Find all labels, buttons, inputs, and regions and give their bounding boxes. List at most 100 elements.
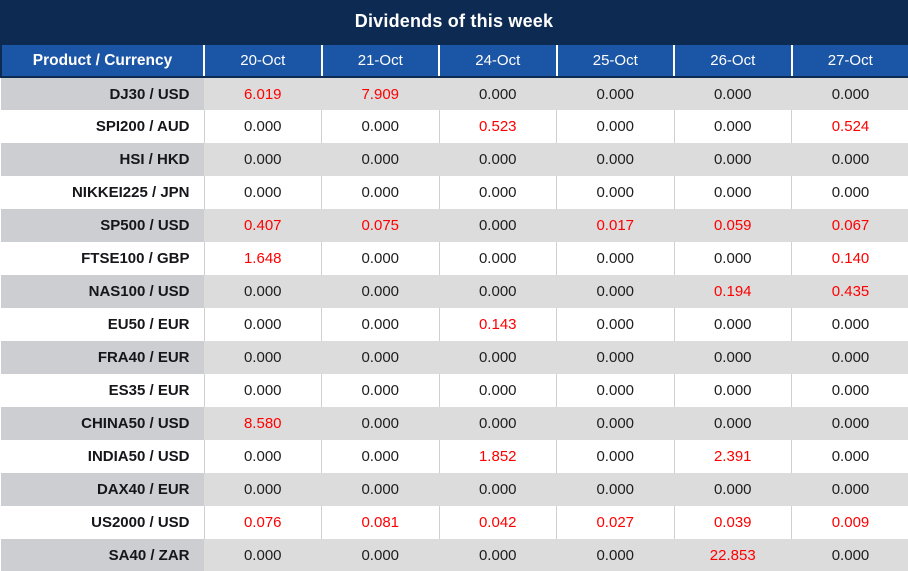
dividend-value-cell: 0.143 [438, 308, 557, 341]
dividend-value-cell: 0.000 [203, 275, 322, 308]
product-cell: FRA40 / EUR [1, 341, 204, 374]
dividend-value-cell: 0.000 [438, 539, 557, 571]
table-row: NIKKEI225 / JPN 0.000 0.000 0.000 0.000 0.000… [1, 176, 908, 209]
page-title: Dividends of this week [0, 0, 908, 43]
dividend-value-cell: 0.000 [203, 341, 322, 374]
dividend-value-cell: 0.000 [203, 374, 322, 407]
table-row: SA40 / ZAR 0.000 0.000 0.000 0.000 22.853 0.00… [1, 539, 908, 571]
product-cell: SPI200 / AUD [1, 110, 204, 143]
table-row: FRA40 / EUR 0.000 0.000 0.000 0.000 0.000 0.00… [1, 341, 908, 374]
dividend-value-cell: 0.000 [321, 341, 439, 374]
dividend-value-cell: 0.000 [556, 473, 674, 506]
dividend-value-cell: 0.524 [791, 110, 908, 143]
dividend-value-cell: 0.000 [438, 473, 557, 506]
dividend-value-cell: 0.000 [556, 77, 674, 110]
dividend-value-cell: 0.000 [438, 341, 557, 374]
dividend-value-cell: 0.000 [321, 407, 439, 440]
product-cell: DAX40 / EUR [1, 473, 204, 506]
dividend-value-cell: 0.000 [556, 242, 674, 275]
dividend-value-cell: 0.000 [321, 539, 439, 571]
product-cell: FTSE100 / GBP [1, 242, 204, 275]
product-currency-header: Product / Currency [0, 43, 204, 78]
dividend-value-cell: 0.000 [791, 374, 908, 407]
table-body: DJ30 / USD 6.019 7.909 0.000 0.000 0.000 0.000… [1, 77, 908, 571]
dividend-value-cell: 8.580 [203, 407, 322, 440]
date-column-header: 25-Oct [555, 43, 674, 78]
dividend-value-cell: 0.000 [673, 407, 792, 440]
dividend-value-cell: 0.000 [321, 308, 439, 341]
dividend-value-cell: 0.000 [791, 473, 908, 506]
dividend-value-cell: 0.140 [791, 242, 908, 275]
dividend-value-cell: 0.000 [321, 374, 439, 407]
product-cell: HSI / HKD [1, 143, 204, 176]
dividend-value-cell: 0.009 [791, 506, 908, 539]
dividend-value-cell: 0.000 [556, 143, 674, 176]
dividend-value-cell: 0.000 [673, 341, 792, 374]
date-column-header: 27-Oct [790, 43, 908, 78]
dividend-value-cell: 0.000 [791, 341, 908, 374]
dividend-value-cell: 0.000 [673, 242, 792, 275]
dividend-value-cell: 0.000 [438, 176, 557, 209]
dividend-value-cell: 0.076 [203, 506, 322, 539]
dividend-value-cell: 0.000 [556, 440, 674, 473]
table-header: Product / Currency 20-Oct 21-Oct 24-Oct 25-O… [0, 43, 908, 78]
dividend-value-cell: 0.000 [203, 143, 322, 176]
table-row: SPI200 / AUD 0.000 0.000 0.523 0.000 0.000 0.5… [1, 110, 908, 143]
dividend-value-cell: 0.000 [791, 440, 908, 473]
dividend-value-cell: 0.067 [791, 209, 908, 242]
table-row: INDIA50 / USD 0.000 0.000 1.852 0.000 2.391 0.… [1, 440, 908, 473]
dividend-value-cell: 0.000 [203, 110, 322, 143]
dividend-value-cell: 1.852 [438, 440, 557, 473]
dividend-value-cell: 0.000 [556, 539, 674, 571]
date-column-header: 20-Oct [203, 43, 322, 78]
dividend-value-cell: 0.000 [791, 176, 908, 209]
dividend-value-cell: 0.000 [438, 209, 557, 242]
dividend-value-cell: 0.000 [438, 407, 557, 440]
dividend-value-cell: 0.059 [673, 209, 792, 242]
product-cell: CHINA50 / USD [1, 407, 204, 440]
dividend-value-cell: 0.000 [438, 143, 557, 176]
dividends-table: Product / Currency 20-Oct 21-Oct 24-Oct 25-O… [0, 43, 908, 571]
product-cell: NIKKEI225 / JPN [1, 176, 204, 209]
dividend-value-cell: 0.407 [203, 209, 322, 242]
product-cell: NAS100 / USD [1, 275, 204, 308]
table-row: DJ30 / USD 6.019 7.909 0.000 0.000 0.000 0.000 [1, 77, 908, 110]
table-row: DAX40 / EUR 0.000 0.000 0.000 0.000 0.000 0.00… [1, 473, 908, 506]
dividend-value-cell: 0.000 [556, 407, 674, 440]
dividend-value-cell: 22.853 [673, 539, 792, 571]
product-cell: SA40 / ZAR [1, 539, 204, 571]
dividend-value-cell: 0.000 [321, 275, 439, 308]
product-cell: DJ30 / USD [1, 77, 204, 110]
table-row: NAS100 / USD 0.000 0.000 0.000 0.000 0.194 0.4… [1, 275, 908, 308]
dividend-value-cell: 0.000 [203, 473, 322, 506]
dividend-value-cell: 0.000 [556, 374, 674, 407]
dividend-value-cell: 0.000 [438, 242, 557, 275]
product-cell: INDIA50 / USD [1, 440, 204, 473]
dividend-value-cell: 0.000 [203, 440, 322, 473]
dividend-value-cell: 2.391 [673, 440, 792, 473]
dividend-value-cell: 6.019 [203, 77, 322, 110]
dividend-value-cell: 0.435 [791, 275, 908, 308]
date-column-header: 26-Oct [673, 43, 792, 78]
table-row: SP500 / USD 0.407 0.075 0.000 0.017 0.059 0.06… [1, 209, 908, 242]
table-row: HSI / HKD 0.000 0.000 0.000 0.000 0.000 0.000 [1, 143, 908, 176]
dividend-value-cell: 0.000 [203, 176, 322, 209]
dividend-value-cell: 0.000 [673, 110, 792, 143]
table-row: EU50 / EUR 0.000 0.000 0.143 0.000 0.000 0.000 [1, 308, 908, 341]
dividend-value-cell: 0.000 [203, 539, 322, 571]
dividend-value-cell: 0.000 [556, 110, 674, 143]
dividend-value-cell: 0.081 [321, 506, 439, 539]
dividend-value-cell: 0.000 [673, 473, 792, 506]
product-cell: EU50 / EUR [1, 308, 204, 341]
date-column-header: 21-Oct [320, 43, 439, 78]
dividend-value-cell: 0.000 [438, 374, 557, 407]
dividend-value-cell: 0.075 [321, 209, 439, 242]
dividend-value-cell: 0.000 [438, 275, 557, 308]
product-cell: ES35 / EUR [1, 374, 204, 407]
dividend-value-cell: 0.000 [791, 407, 908, 440]
dividend-value-cell: 0.000 [673, 308, 792, 341]
product-cell: SP500 / USD [1, 209, 204, 242]
dividend-value-cell: 0.000 [791, 77, 908, 110]
dividend-value-cell: 0.194 [673, 275, 792, 308]
dividend-value-cell: 0.000 [321, 440, 439, 473]
